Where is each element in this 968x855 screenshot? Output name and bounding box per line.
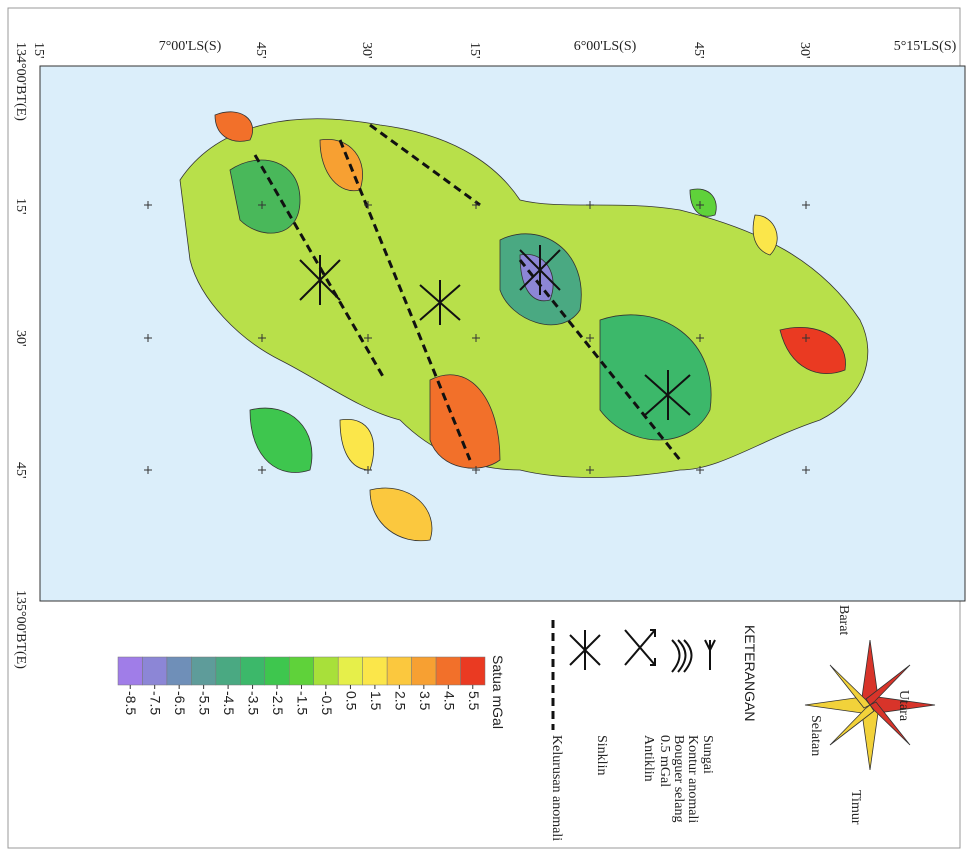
lon-label: 30' — [13, 330, 28, 347]
river-symbol — [705, 640, 715, 670]
map-page: -8.5 -7.5 -6.5 -5.5 -4.5 -3.5 -2.5 -1.5 -0.5 0.5 1… — [0, 0, 968, 850]
lon-label: 135°00'BT(E) — [13, 590, 28, 669]
colorbar-label: 1.5 — [368, 691, 384, 711]
syncline-symbol — [570, 630, 600, 670]
lat-label: 7°00'LS(S) — [159, 39, 222, 54]
legend-item: Bouguer selang — [671, 735, 686, 822]
colorbar-swatch — [289, 657, 313, 685]
colorbar-swatch — [240, 657, 264, 685]
colorbar-label: 0.5 — [343, 691, 359, 711]
compass-label: Barat — [836, 605, 851, 635]
colorbar-label: -8.5 — [123, 691, 139, 715]
colorbar-label: -5.5 — [197, 691, 213, 715]
colorbar-swatch — [142, 657, 166, 685]
compass-label: Timur — [848, 790, 863, 825]
colorbar-swatch — [216, 657, 240, 685]
colorbar-swatch — [118, 657, 142, 685]
legend-item: 0.5 mGal — [657, 735, 672, 787]
lon-label: 45' — [13, 462, 28, 479]
colorbar-swatch — [338, 657, 362, 685]
colorbar-swatch — [363, 657, 387, 685]
compass-label: Utara — [896, 690, 911, 722]
lat-label: 45' — [691, 42, 706, 59]
colorbar: -8.5 -7.5 -6.5 -5.5 -4.5 -3.5 -2.5 -1.5 -0.5 0.5 1… — [118, 657, 485, 715]
colorbar-label: -3.5 — [246, 691, 262, 715]
lat-label: 15' — [467, 42, 482, 59]
lat-label: 45' — [253, 42, 268, 59]
colorbar-swatch — [265, 657, 289, 685]
legend-item: Kontur anomali — [685, 735, 700, 823]
colorbar-swatch — [191, 657, 215, 685]
colorbar-swatch — [387, 657, 411, 685]
colorbar-label: -2.5 — [270, 691, 286, 715]
colorbar-swatch — [461, 657, 485, 685]
lon-label: 134°00'BT(E) — [13, 42, 28, 121]
anticline-symbol — [625, 630, 655, 665]
lon-label: 15' — [13, 198, 28, 215]
colorbar-label: -6.5 — [172, 691, 188, 715]
legend-item: Sungai — [700, 735, 715, 774]
legend — [553, 620, 715, 730]
legend-item: Antiklin — [641, 735, 656, 782]
lat-label: 30' — [359, 42, 374, 59]
lat-label: 6°00'LS(S) — [574, 39, 637, 54]
legend-item: Sinklin — [594, 735, 609, 775]
compass-label: Selatan — [808, 715, 823, 756]
legend-title: KETERANGAN — [742, 625, 758, 721]
colorbar-unit: Satua mGal — [490, 655, 506, 729]
colorbar-label: 3.5 — [417, 691, 433, 711]
lat-label: 30' — [797, 42, 812, 59]
colorbar-swatch — [167, 657, 191, 685]
colorbar-label: -1.5 — [295, 691, 311, 715]
colorbar-swatch — [314, 657, 338, 685]
lat-label: 5°15'LS(S) — [894, 39, 957, 54]
colorbar-swatch — [436, 657, 460, 685]
legend-item: Kelurusan anomali — [549, 735, 564, 841]
colorbar-label: -4.5 — [221, 691, 237, 715]
colorbar-label: -7.5 — [148, 691, 164, 715]
contour-symbol — [672, 640, 692, 672]
colorbar-label: -0.5 — [319, 691, 335, 715]
colorbar-label: 2.5 — [392, 691, 408, 711]
colorbar-label: 4.5 — [441, 691, 457, 711]
colorbar-label: 5.5 — [466, 691, 482, 711]
lat-label: 15' — [31, 42, 46, 59]
colorbar-swatch — [412, 657, 436, 685]
compass-rose — [805, 640, 935, 770]
